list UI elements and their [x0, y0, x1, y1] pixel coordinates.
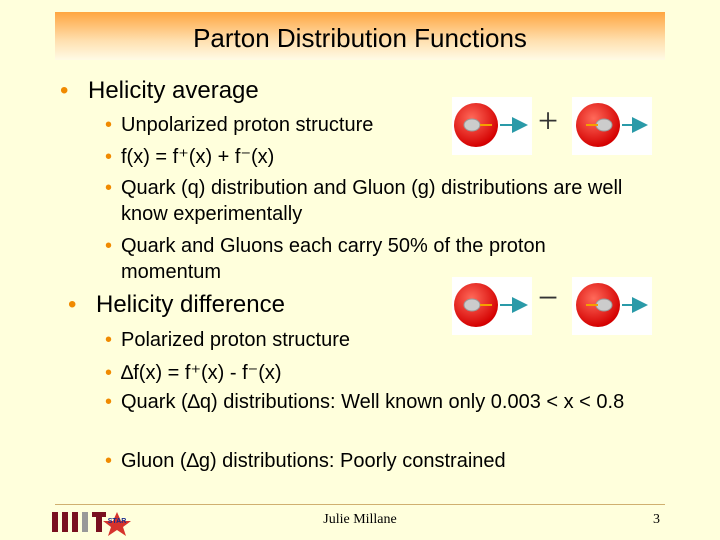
bullet: •	[105, 362, 113, 384]
bullet: •	[105, 146, 113, 168]
bullet-text: Polarized proton structure	[121, 329, 351, 351]
footer-rule	[55, 504, 665, 505]
title: Parton Distribution Functions	[193, 23, 527, 53]
bullet-text: Quark (∆q) distributions: Well known onl…	[121, 391, 625, 413]
sub-item: • Quark and Gluons each carry 50% of the …	[105, 233, 651, 285]
bullet-text: Unpolarized proton structure	[121, 114, 374, 136]
sub-item: • Quark (q) distribution and Gluon (g) di…	[105, 175, 651, 227]
heading: • Helicity difference	[68, 291, 285, 319]
bullet-text: ∆f(x) = f⁺(x) - f⁻(x)	[121, 362, 282, 384]
bullet: •	[68, 291, 77, 318]
diagram-row	[452, 97, 652, 155]
sub-item: • f(x) = f⁺(x) + f⁻(x)	[105, 144, 651, 170]
bullet: •	[105, 329, 113, 351]
bullet: •	[105, 235, 113, 257]
sub-item: • Gluon (∆g) distributions: Poorly constr…	[105, 448, 651, 474]
page-number: 3	[653, 512, 660, 527]
sub-item: • ∆f(x) = f⁺(x) - f⁻(x)	[105, 360, 651, 386]
sub-item: • Unpolarized proton structure	[105, 112, 651, 138]
bullet-text: Quark (q) distribution and Gluon (g) dis…	[121, 177, 623, 225]
bullet-text: Helicity average	[88, 77, 259, 104]
bullet: •	[105, 114, 113, 136]
bullet-text: Quark and Gluons each carry 50% of the p…	[121, 235, 546, 283]
bullet-text: f(x) = f⁺(x) + f⁻(x)	[121, 146, 275, 168]
operator: −	[538, 277, 558, 317]
footer-author: Julie Millane	[323, 512, 397, 527]
bullet-text: Helicity difference	[96, 291, 285, 318]
bullet: •	[105, 177, 113, 199]
sub-item: • Quark (∆q) distributions: Well known on…	[105, 389, 651, 415]
heading: • Helicity average	[60, 77, 259, 105]
bullet-text: Gluon (∆g) distributions: Poorly constra…	[121, 450, 506, 472]
logo: STAR	[52, 512, 131, 536]
sub-item: • Polarized proton structure	[105, 327, 651, 353]
bullet: •	[60, 77, 69, 104]
title-bar	[55, 12, 665, 60]
bullet: •	[105, 450, 113, 472]
operator: +	[538, 100, 558, 140]
bullet: •	[105, 391, 113, 413]
logo-text: STAR	[108, 518, 127, 525]
